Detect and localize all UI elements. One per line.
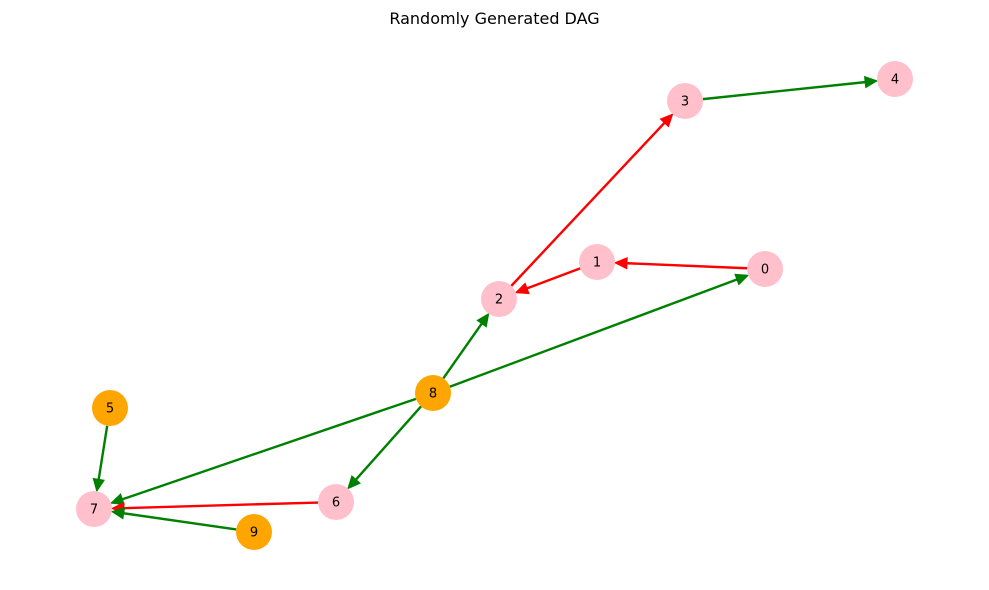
edge-8-to-7 [109, 397, 417, 506]
node-circle [481, 281, 517, 317]
edge-9-to-7 [110, 507, 237, 531]
node-circle [877, 61, 913, 97]
node-label: 9 [250, 526, 258, 541]
edge-arrowhead [110, 507, 126, 520]
node-4: 4 [877, 61, 913, 97]
edge-arrowhead [613, 256, 628, 270]
edge-line [442, 322, 483, 379]
edge-line [123, 501, 319, 510]
edge-line [626, 262, 748, 270]
edge-arrowhead [347, 475, 361, 490]
edges-layer [92, 75, 879, 531]
edge-8-to-2 [442, 312, 490, 379]
node-label: 3 [681, 95, 689, 110]
node-circle [92, 390, 128, 426]
node-6: 6 [318, 484, 354, 520]
edge-line [526, 267, 581, 290]
node-label: 6 [332, 496, 340, 511]
node-label: 7 [90, 503, 98, 518]
nodes-layer: 0 1 2 3 4 5 6 7 8 9 [76, 61, 913, 550]
edge-6-to-7 [110, 501, 319, 515]
edge-arrowhead [514, 282, 530, 295]
edge-line [121, 397, 417, 501]
edge-5-to-7 [92, 425, 109, 493]
node-circle [415, 375, 451, 411]
node-7: 7 [76, 491, 112, 527]
edge-arrowhead [109, 493, 125, 506]
node-circle [318, 484, 354, 520]
node-1: 1 [579, 244, 615, 280]
edge-0-to-1 [613, 256, 748, 270]
edge-3-to-4 [702, 75, 879, 101]
node-label: 4 [891, 73, 899, 88]
edge-line [97, 425, 109, 480]
node-circle [236, 514, 272, 550]
edge-line [702, 80, 866, 101]
edge-arrowhead [734, 273, 750, 286]
node-circle [667, 83, 703, 119]
node-label: 1 [593, 256, 601, 271]
node-label: 8 [429, 387, 437, 402]
node-circle [76, 491, 112, 527]
diagram-title: Randomly Generated DAG [389, 9, 599, 28]
edge-line [449, 278, 738, 388]
node-9: 9 [236, 514, 272, 550]
node-2: 2 [481, 281, 517, 317]
edge-line [123, 512, 237, 531]
edge-1-to-2 [514, 267, 581, 295]
edge-2-to-3 [510, 113, 674, 287]
edge-arrowhead [92, 477, 105, 493]
node-5: 5 [92, 390, 128, 426]
edge-8-to-6 [347, 405, 422, 490]
node-circle [747, 251, 783, 287]
node-8: 8 [415, 375, 451, 411]
node-0: 0 [747, 251, 783, 287]
node-label: 2 [495, 293, 503, 308]
edge-arrowhead [659, 113, 674, 128]
node-label: 0 [761, 263, 769, 278]
edge-8-to-0 [449, 273, 750, 388]
node-circle [579, 244, 615, 280]
edge-line [510, 122, 666, 287]
edge-arrowhead [476, 312, 490, 328]
node-label: 5 [106, 402, 114, 417]
edge-arrowhead [864, 75, 879, 89]
node-3: 3 [667, 83, 703, 119]
edge-line [355, 405, 422, 481]
